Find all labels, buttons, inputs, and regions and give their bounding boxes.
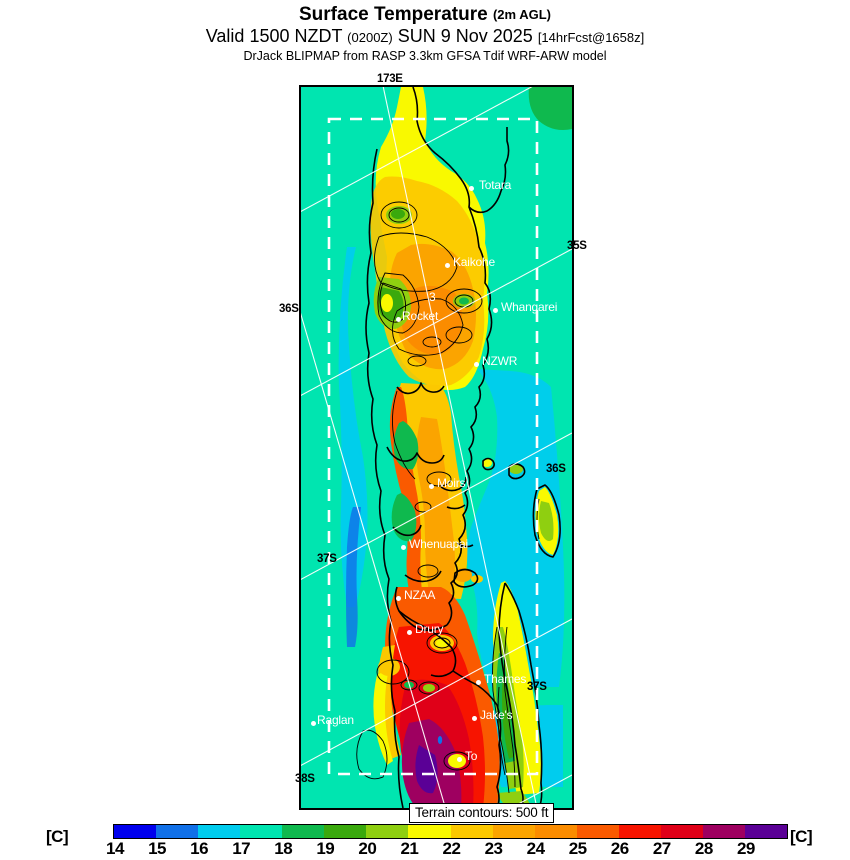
temp-anomaly-cool-speck xyxy=(437,736,443,744)
terrain-contours-note: Terrain contours: 500 ft xyxy=(409,803,555,823)
colorbar-gradient xyxy=(113,824,788,839)
temp-band-21-waipoua-core xyxy=(381,294,393,312)
temp-band-19-whangarei-hill xyxy=(459,297,469,305)
temp-band-19-kaipara-head xyxy=(393,421,419,470)
graticule xyxy=(301,87,572,808)
title-level: (2m AGL) xyxy=(492,7,551,22)
little-barrier-island xyxy=(509,464,523,474)
grid-label-37s-west: 37S xyxy=(317,553,337,565)
colorbar-tick-15: 15 xyxy=(148,839,167,858)
valid-date: SUN 9 Nov 2025 xyxy=(397,26,533,46)
map-frame xyxy=(299,85,574,810)
city-marker-rocket[interactable] xyxy=(396,317,401,322)
colorbar-tick-20: 20 xyxy=(358,839,377,858)
colorbar-tick-22: 22 xyxy=(442,839,461,858)
colorbar-tick-24: 24 xyxy=(526,839,545,858)
colorbar-swatch-22 xyxy=(450,825,493,838)
temp-band-23-kaipara xyxy=(416,417,455,593)
grid-label-35s: 35S xyxy=(567,240,587,252)
contour-value-label: 3 xyxy=(429,290,436,304)
city-marker-nzwr[interactable] xyxy=(474,362,479,367)
coastline xyxy=(365,87,561,808)
colorbar-tick-19: 19 xyxy=(316,839,335,858)
colorbar-swatch-17 xyxy=(240,825,283,838)
colorbar-swatch-19 xyxy=(324,825,367,838)
temp-band-19-waitakere xyxy=(391,493,417,542)
colorbar-unit-left: [C] xyxy=(46,827,69,846)
colorbar-tick-17: 17 xyxy=(232,839,251,858)
city-marker-jakes[interactable] xyxy=(472,716,477,721)
colorbar-swatch-28 xyxy=(702,825,745,838)
city-marker-kaikohe[interactable] xyxy=(445,263,450,268)
colorbar-unit-right: [C] xyxy=(790,827,813,846)
city-marker-nzaa[interactable] xyxy=(396,596,401,601)
temp-band-21-coromandel xyxy=(493,581,541,795)
city-marker-moirs[interactable] xyxy=(429,484,434,489)
colorbar-swatch-24 xyxy=(534,825,577,838)
colorbar-tick-29: 29 xyxy=(736,839,755,858)
grid-label-173e: 173E xyxy=(377,73,403,85)
map-canvas xyxy=(301,87,572,808)
valid-local-time: Valid 1500 NZDT xyxy=(205,26,343,46)
colorbar-tick-27: 27 xyxy=(652,839,671,858)
city-marker-drury[interactable] xyxy=(407,630,412,635)
colorbar-area: [C] [C] 14 15 16 17 18 19 20 21 22 23 24 25 26 27 28 29 xyxy=(0,824,850,860)
colorbar-swatch-16 xyxy=(198,825,241,838)
ocean-warm-patch xyxy=(528,87,572,130)
temp-band-29-waikato-core xyxy=(415,745,438,794)
colorbar-tick-14: 14 xyxy=(106,839,124,858)
colorbar-tick-labels: 14 15 16 17 18 19 20 21 22 23 24 25 26 27 28 29 xyxy=(106,839,788,859)
kawau-island xyxy=(482,459,492,467)
page-header: Surface Temperature (2m AGL) Valid 1500 … xyxy=(0,0,850,64)
valid-utc-time: (0200Z) xyxy=(347,30,393,45)
page-title: Surface Temperature (2m AGL) xyxy=(0,4,850,26)
temp-band-21-west-coast xyxy=(373,669,393,765)
colorbar-swatch-27 xyxy=(660,825,703,838)
grid-label-38s: 38S xyxy=(295,773,315,785)
valid-time-line: Valid 1500 NZDT (0200Z) SUN 9 Nov 2025 [… xyxy=(0,26,850,48)
city-marker-to[interactable] xyxy=(457,757,462,762)
city-marker-totara[interactable] xyxy=(469,186,474,191)
temp-patch-hill-a xyxy=(423,684,435,692)
colorbar-tick-18: 18 xyxy=(274,839,293,858)
colorbar-tick-26: 26 xyxy=(610,839,629,858)
colorbar-swatch-14 xyxy=(114,825,157,838)
colorbar-swatch-23 xyxy=(492,825,535,838)
forecast-stamp: [14hrFcst@1658z] xyxy=(537,30,645,45)
model-source-line: DrJack BLIPMAP from RASP 3.3km GFSA Tdif… xyxy=(243,49,607,63)
cold-water-west xyxy=(346,507,361,647)
colorbar-swatch-20 xyxy=(366,825,409,838)
colorbar-swatch-21 xyxy=(408,825,451,838)
colorbar-swatch-26 xyxy=(618,825,661,838)
colorbar-tick-16: 16 xyxy=(190,839,209,858)
colorbar-swatch-18 xyxy=(282,825,325,838)
grid-label-36s-west: 36S xyxy=(279,303,299,315)
grid-label-37s-east: 37S xyxy=(527,681,547,693)
temp-band-19b-coromandel-spine xyxy=(502,675,513,759)
colorbar-tick-23: 23 xyxy=(484,839,503,858)
city-marker-whangarei[interactable] xyxy=(493,308,498,313)
colorbar-swatch-25 xyxy=(576,825,619,838)
colorbar-swatch-29 xyxy=(744,825,787,838)
colorbar-tick-25: 25 xyxy=(568,839,587,858)
city-marker-whenuapai[interactable] xyxy=(401,545,406,550)
title-text: Surface Temperature xyxy=(299,4,488,25)
city-marker-thames[interactable] xyxy=(476,680,481,685)
colorbar-tick-21: 21 xyxy=(400,839,419,858)
colorbar-swatch-15 xyxy=(156,825,199,838)
colorbar-tick-28: 28 xyxy=(694,839,713,858)
temp-band-19-kaipara-hill xyxy=(391,209,405,219)
great-barrier-hills xyxy=(539,501,554,541)
domain-box xyxy=(327,117,539,776)
grid-label-36s-east: 36S xyxy=(546,463,566,475)
terrain-contours xyxy=(356,201,540,794)
hauraki-gulf-water xyxy=(467,369,565,687)
weather-map[interactable]: 173E 35S 36S 36S 37S 37S 38S 3 Totara Ka… xyxy=(279,73,587,810)
city-marker-raglan[interactable] xyxy=(311,721,316,726)
